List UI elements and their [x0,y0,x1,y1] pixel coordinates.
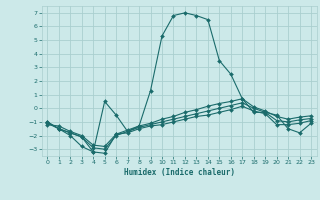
X-axis label: Humidex (Indice chaleur): Humidex (Indice chaleur) [124,168,235,177]
